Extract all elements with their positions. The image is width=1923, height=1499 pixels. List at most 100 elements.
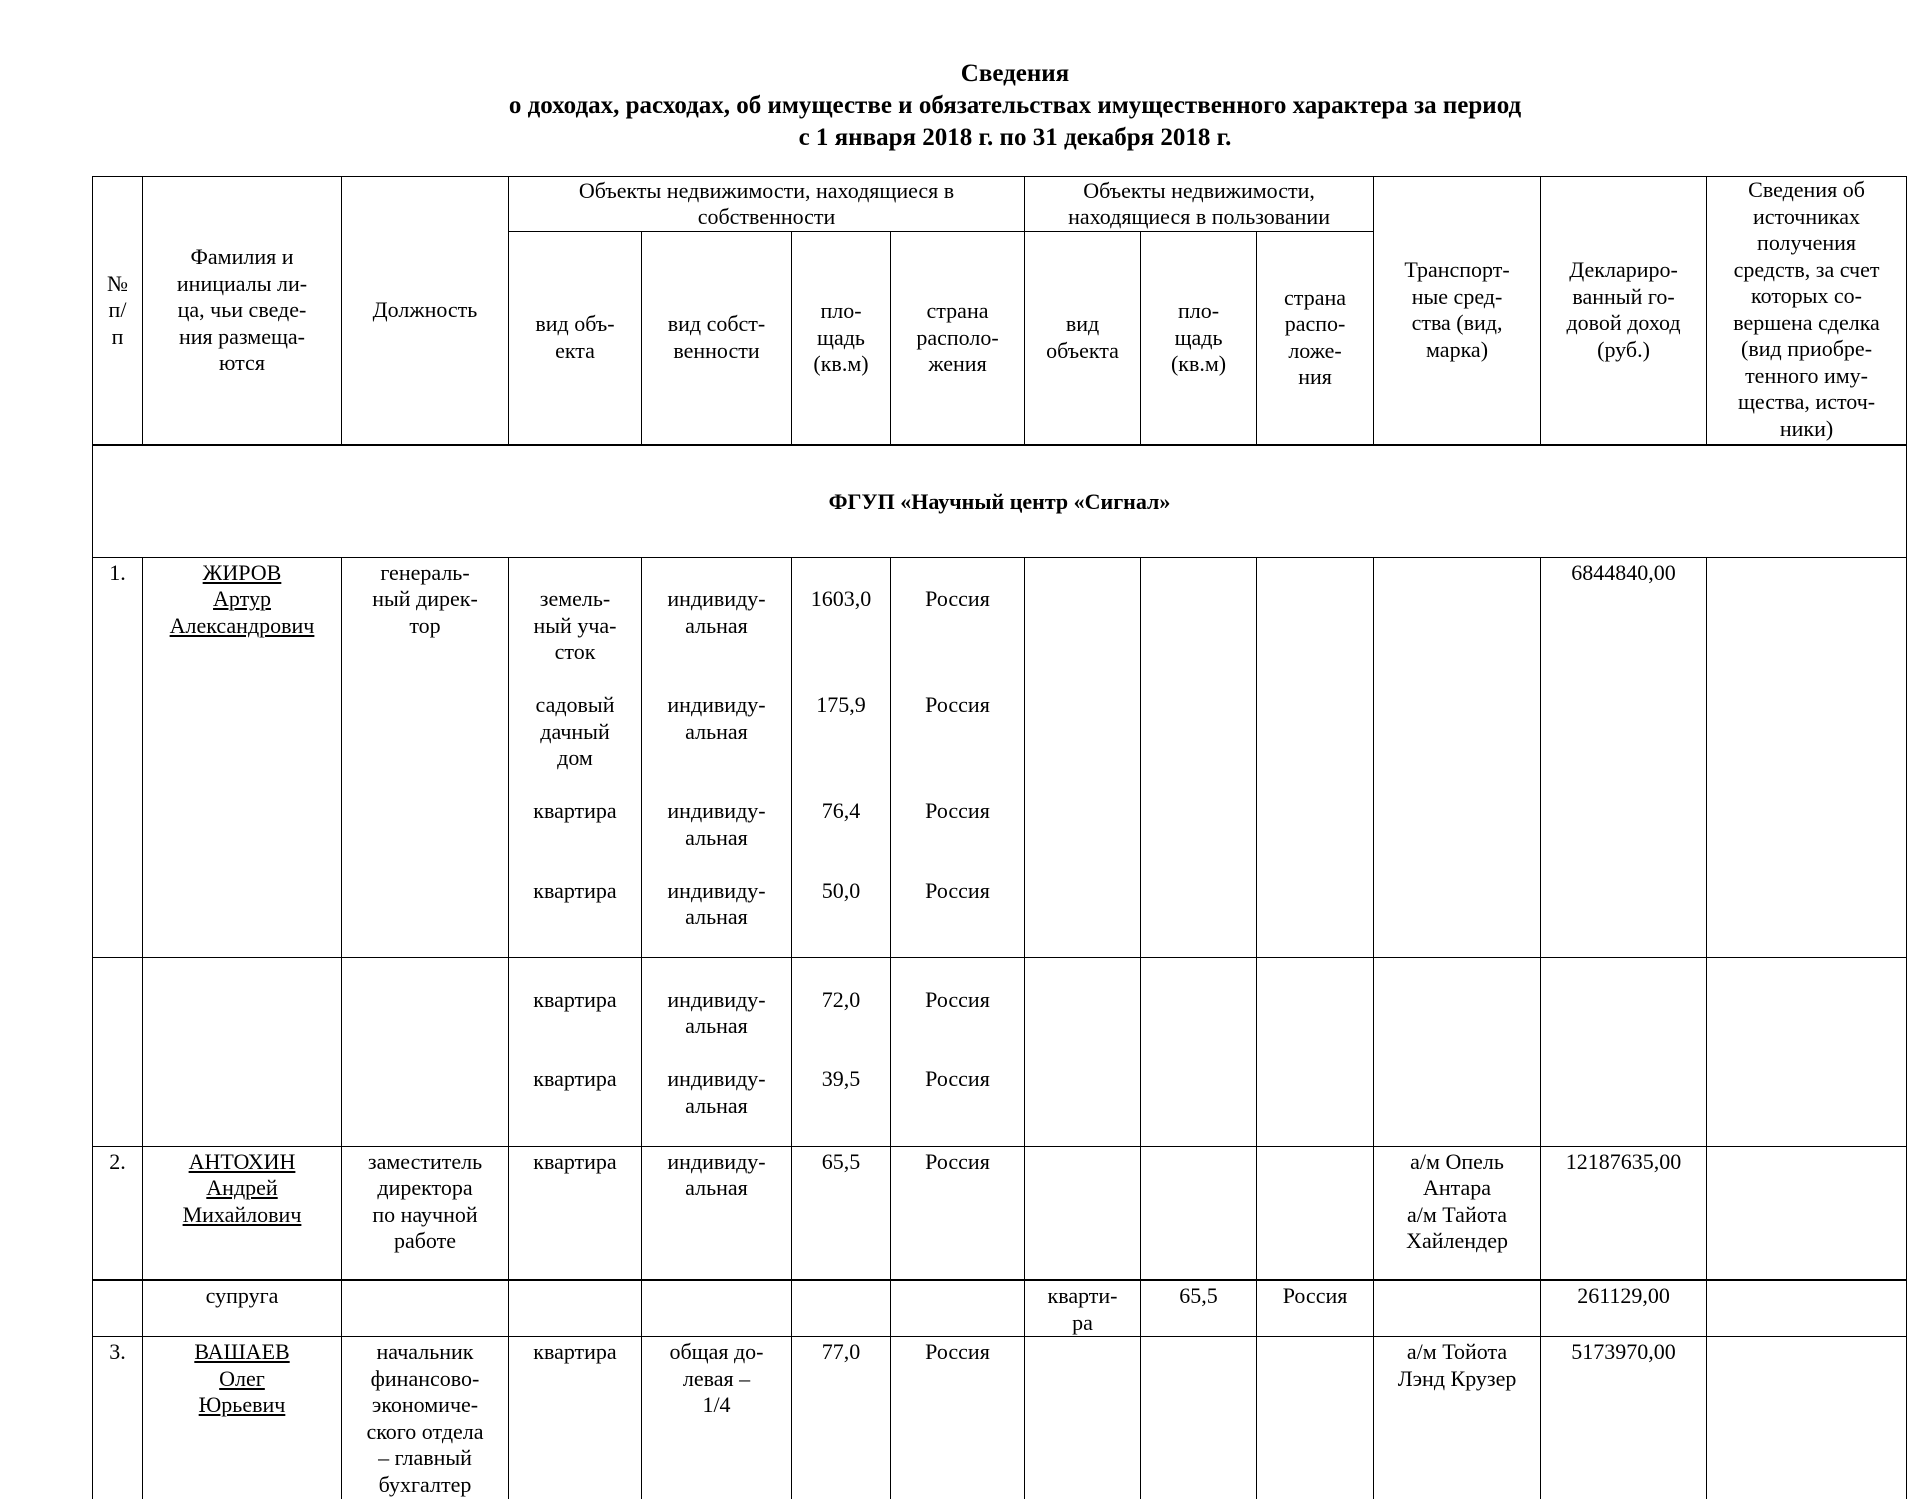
owned-country-item: Россия [925, 692, 990, 717]
vehicles: а/м Опель Антара а/м Тайота Хайлендер [1373, 1145, 1542, 1281]
sources [1706, 1279, 1908, 1337]
owned-ownership-item: индивиду- альная [667, 877, 766, 930]
position: генераль- ный дирек- тор [341, 556, 509, 958]
income: 261129,00 [1540, 1279, 1708, 1337]
income [1540, 957, 1708, 1147]
sources [1706, 1336, 1908, 1499]
owned-ownership-item: индивиду- альная [667, 986, 766, 1039]
person-name[interactable]: ЖИРОВ Артур Александрович [142, 556, 342, 958]
owned-ownership: общая до- левая – 1/4 [641, 1336, 792, 1499]
vehicles [1373, 556, 1542, 958]
position [341, 1279, 509, 1337]
header-owned-country: страна располо- жения [889, 231, 1026, 445]
used-country [1256, 957, 1375, 1147]
owned-ownership: индивиду- альная [641, 1145, 792, 1281]
owned-area-item: 76,4 [821, 798, 861, 823]
owned-ownership-item: индивиду- альная [667, 1066, 766, 1118]
owned-type [508, 1279, 642, 1337]
row-num [92, 957, 143, 1147]
owned-country: Россия Россия [889, 957, 1026, 1147]
used-country [1256, 1145, 1375, 1281]
header-owned-ownership: вид собст- венности [641, 231, 792, 445]
owned-ownership: индивиду- альная индивиду- альная индиви… [641, 556, 792, 958]
owned-ownership-item: индивиду- альная [667, 798, 766, 850]
sources [1706, 957, 1908, 1147]
owned-type: квартира [508, 1336, 642, 1499]
row-num: 3. [92, 1336, 143, 1499]
used-area: 65,5 [1140, 1279, 1258, 1337]
owned-country-item: Россия [925, 586, 990, 611]
owned-country-item: Россия [925, 986, 990, 1012]
used-type [1024, 957, 1142, 1147]
owned-type-item: квартира [533, 798, 617, 823]
owned-type-item: земель- ный уча- сток [533, 586, 617, 664]
owned-country: Россия Россия Россия Россия [889, 556, 1026, 958]
table-row: 2. АНТОХИН Андрей Михайлович заместитель… [92, 1145, 1908, 1281]
owned-ownership: индивиду- альная индивиду- альная [641, 957, 792, 1147]
person-name [142, 957, 342, 1147]
row-num: 1. [92, 556, 143, 958]
relative-label: супруга [142, 1279, 342, 1337]
income: 6844840,00 [1540, 556, 1708, 958]
owned-type-item: садовый дачный дом [535, 692, 615, 770]
used-country [1256, 1336, 1375, 1499]
owned-area-item: 72,0 [821, 986, 861, 1012]
owned-area-item: 39,5 [821, 1066, 861, 1091]
used-area [1140, 556, 1258, 958]
section-row: ФГУП «Научный центр «Сигнал» [91, 443, 1908, 558]
position: заместитель директора по научной работе [341, 1145, 509, 1281]
table-row: супруга кварти- ра 65,5 Россия 261129,00 [92, 1279, 1908, 1337]
vehicles [1373, 957, 1542, 1147]
used-type: кварти- ра [1024, 1279, 1142, 1337]
owned-ownership-item: индивиду- альная [667, 586, 766, 638]
row-num: 2. [92, 1145, 143, 1281]
position [341, 957, 509, 1147]
owned-type: квартира квартира [508, 957, 642, 1147]
owned-area: 65,5 [791, 1145, 891, 1281]
header-used-area: пло- щадь (кв.м) [1140, 231, 1258, 445]
header-sources: Сведения об источниках получения средств… [1706, 176, 1908, 445]
person-name[interactable]: АНТОХИН Андрей Михайлович [142, 1145, 342, 1281]
document-title: Сведения о доходах, расходах, об имущест… [0, 58, 1923, 154]
header-used-type: вид объекта [1024, 231, 1142, 445]
title-line-3: с 1 января 2018 г. по 31 декабря 2018 г. [798, 124, 1232, 151]
owned-ownership-item: индивиду- альная [667, 692, 766, 744]
owned-ownership [641, 1279, 792, 1337]
used-area [1140, 1145, 1258, 1281]
header-vehicles: Транспорт- ные сред- ства (вид, марка) [1373, 176, 1542, 445]
organization-name: ФГУП «Научный центр «Сигнал» [91, 443, 1908, 558]
owned-country-item: Россия [925, 798, 990, 823]
header-owned-type: вид объ- екта [508, 231, 642, 445]
owned-area-item: 175,9 [816, 692, 866, 717]
header-used-group: Объекты недвижимости, находящиеся в поль… [1024, 176, 1375, 232]
owned-area: 72,0 39,5 [791, 957, 891, 1147]
owned-country-item: Россия [925, 877, 990, 903]
table-row: 1. ЖИРОВ Артур Александрович генераль- н… [92, 556, 1908, 958]
person-name[interactable]: ВАШАЕВ Олег Юрьевич [142, 1336, 342, 1499]
header-name: Фамилия и инициалы ли- ца, чьи сведе- ни… [142, 176, 342, 445]
used-type [1024, 1145, 1142, 1281]
owned-type: квартира [508, 1145, 642, 1281]
owned-country: Россия [889, 1336, 1026, 1499]
used-area [1140, 1336, 1258, 1499]
header-owned-area: пло- щадь (кв.м) [791, 231, 891, 445]
declarations-table: № п/ п Фамилия и инициалы ли- ца, чьи св… [91, 176, 1908, 1499]
table-row: 3. ВАШАЕВ Олег Юрьевич начальник финансо… [92, 1336, 1908, 1499]
header-position: Должность [341, 176, 509, 445]
owned-country-item: Россия [925, 1066, 990, 1091]
row-num [92, 1279, 143, 1337]
owned-country [889, 1279, 1026, 1337]
owned-type-item: квартира [533, 986, 617, 1012]
title-line-2: о доходах, расходах, об имуществе и обяз… [508, 92, 1522, 119]
sources [1706, 1145, 1908, 1281]
title-line-1: Сведения [960, 60, 1070, 87]
used-country: Россия [1256, 1279, 1375, 1337]
used-type [1024, 556, 1142, 958]
owned-type-item: квартира [533, 1066, 617, 1091]
used-type [1024, 1336, 1142, 1499]
used-country [1256, 556, 1375, 958]
vehicles: а/м Тойота Лэнд Крузер [1373, 1336, 1542, 1499]
owned-type: земель- ный уча- сток садовый дачный дом… [508, 556, 642, 958]
header-used-country: страна распо- ложе- ния [1256, 231, 1375, 445]
owned-area: 1603,0 175,9 76,4 50,0 [791, 556, 891, 958]
